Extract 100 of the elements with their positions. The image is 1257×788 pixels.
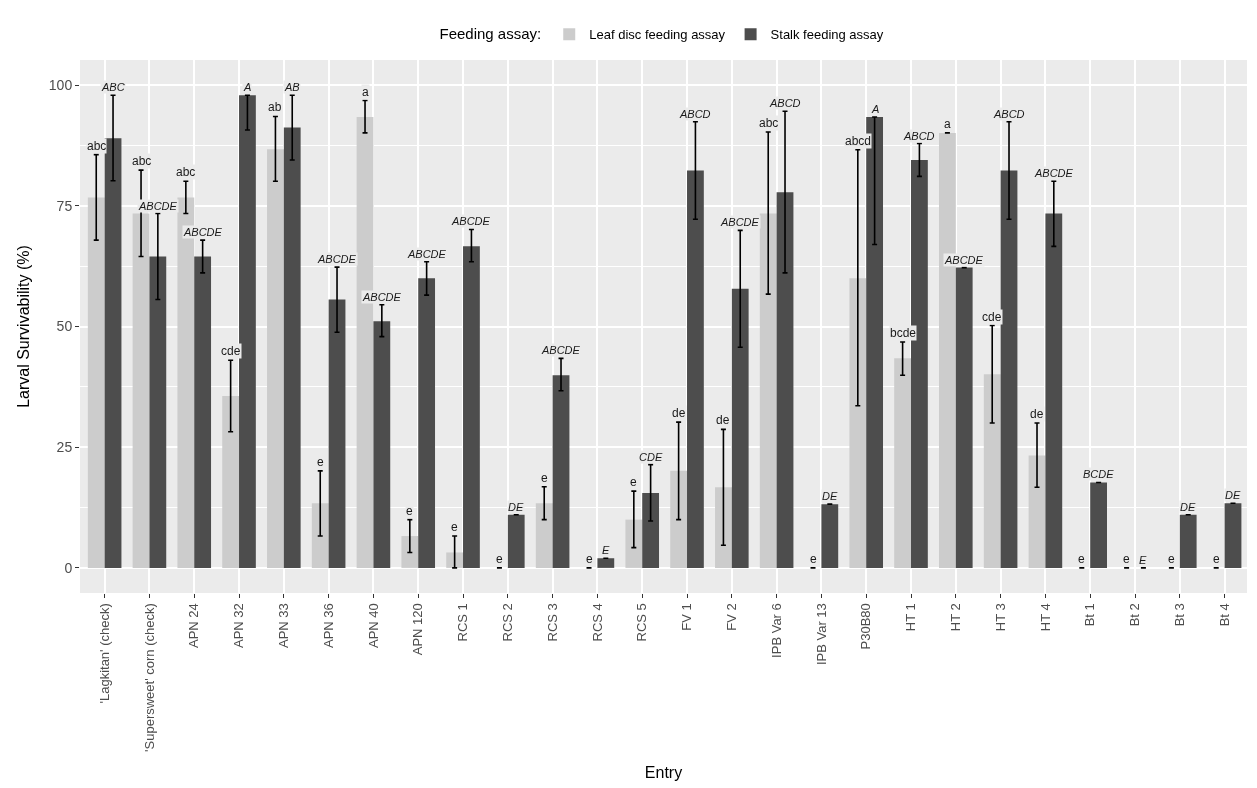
- x-tick-label: APN 40: [365, 603, 381, 649]
- x-tick-label: IPB Var 6: [768, 603, 784, 658]
- annotation: DE: [1225, 489, 1241, 501]
- bar: [625, 519, 643, 568]
- bar: [759, 213, 777, 568]
- annotation: ab: [268, 100, 282, 114]
- annotation: ABCDE: [541, 344, 581, 356]
- annotation: ABCDE: [407, 248, 447, 260]
- x-axis-title: Entry: [644, 763, 683, 781]
- x-tick-label: RCS 1: [455, 603, 471, 642]
- annotation: ABCD: [903, 130, 935, 142]
- bar: [87, 197, 105, 568]
- bar: [535, 503, 553, 568]
- annotation: ABCDE: [720, 216, 760, 228]
- bar: [552, 375, 570, 568]
- annotation: BCDE: [1083, 468, 1115, 480]
- annotation: E: [1139, 554, 1147, 566]
- bar: [222, 396, 240, 568]
- annotation: e: [496, 552, 503, 566]
- x-tick-label: HT 3: [992, 603, 1008, 632]
- y-tick-label: 25: [56, 439, 73, 456]
- annotation: de: [716, 413, 730, 427]
- bar: [239, 95, 256, 568]
- annotation: abcd: [845, 134, 872, 148]
- bar: [446, 552, 464, 568]
- annotation: ABCDE: [451, 215, 491, 227]
- annotation: ABCD: [769, 97, 801, 109]
- x-tick-label: RCS 3: [544, 603, 560, 642]
- x-tick-label: Bt 1: [1082, 603, 1098, 627]
- x-tick-label: P30B80: [858, 603, 874, 650]
- annotation: AB: [284, 81, 300, 93]
- y-tick-label: 100: [48, 77, 73, 94]
- bar: [149, 256, 167, 568]
- annotation: a: [944, 117, 951, 131]
- annotation: A: [871, 103, 880, 115]
- x-tick-label: IPB Var 13: [813, 603, 829, 666]
- annotation: abc: [132, 154, 152, 168]
- x-tick-label: Bt 4: [1216, 603, 1232, 627]
- annotation: E: [602, 544, 610, 556]
- bar: [463, 246, 480, 568]
- annotation: ABCDE: [317, 253, 357, 265]
- x-tick-label: FV 2: [724, 603, 740, 631]
- annotation: cde: [221, 344, 241, 358]
- annotation: ABC: [101, 81, 125, 93]
- annotation: ABCDE: [944, 254, 984, 266]
- bar: [642, 493, 660, 568]
- x-tick-label: HT 2: [948, 603, 964, 632]
- y-tick-label: 50: [56, 318, 73, 335]
- annotation: e: [1123, 552, 1130, 566]
- y-tick-label: 75: [56, 197, 73, 214]
- annotation: ABCD: [679, 108, 711, 120]
- x-tick-label: 'Lagkitan' (check): [96, 603, 112, 704]
- y-axis-title: Larval Survivability (%): [14, 245, 32, 408]
- annotation: e: [810, 552, 817, 566]
- x-tick-label: HT 4: [1037, 603, 1053, 632]
- bar: [507, 514, 525, 568]
- annotation: e: [1078, 552, 1085, 566]
- x-tick-label: 'Supersweet' corn (check): [141, 603, 157, 752]
- bar: [955, 267, 973, 568]
- annotation: e: [630, 475, 637, 489]
- bar: [1045, 213, 1063, 568]
- legend-label: Leaf disc feeding assay: [589, 27, 726, 43]
- annotation: ABCDE: [138, 200, 178, 212]
- bar: [983, 374, 1001, 568]
- bar: [776, 192, 794, 568]
- x-tick-label: FV 1: [679, 603, 695, 631]
- bar: [731, 288, 749, 568]
- x-tick-label: APN 32: [231, 603, 247, 649]
- bar: [670, 470, 688, 568]
- annotation: ABCDE: [362, 291, 402, 303]
- bar: [401, 536, 419, 568]
- annotation: de: [672, 406, 686, 420]
- x-tick-label: Bt 3: [1172, 603, 1188, 627]
- annotation: e: [451, 520, 458, 534]
- annotation: abc: [176, 165, 196, 179]
- annotation: e: [406, 504, 413, 518]
- annotation: e: [541, 471, 548, 485]
- legend-title: Feeding assay:: [439, 24, 542, 42]
- bar: [1090, 482, 1107, 568]
- annotation: A: [243, 81, 252, 93]
- bar: [328, 299, 346, 568]
- annotation: e: [586, 552, 593, 566]
- annotation: cde: [982, 310, 1002, 324]
- bar: [1179, 514, 1197, 568]
- annotation: abc: [759, 116, 779, 130]
- annotation: CDE: [639, 451, 663, 463]
- x-tick-label: APN 24: [186, 603, 202, 649]
- annotation: DE: [508, 501, 524, 513]
- annotation: e: [317, 455, 324, 469]
- annotation: ABCDE: [183, 226, 223, 238]
- annotation: de: [1030, 407, 1044, 421]
- x-tick-label: APN 33: [276, 603, 292, 649]
- bar: [715, 487, 732, 568]
- bar: [132, 213, 150, 568]
- x-tick-label: HT 1: [903, 603, 919, 632]
- bar: [687, 170, 704, 568]
- annotation: e: [1168, 552, 1175, 566]
- bar: [267, 149, 284, 568]
- x-tick-label: Bt 2: [1127, 603, 1143, 627]
- annotation: DE: [822, 490, 838, 502]
